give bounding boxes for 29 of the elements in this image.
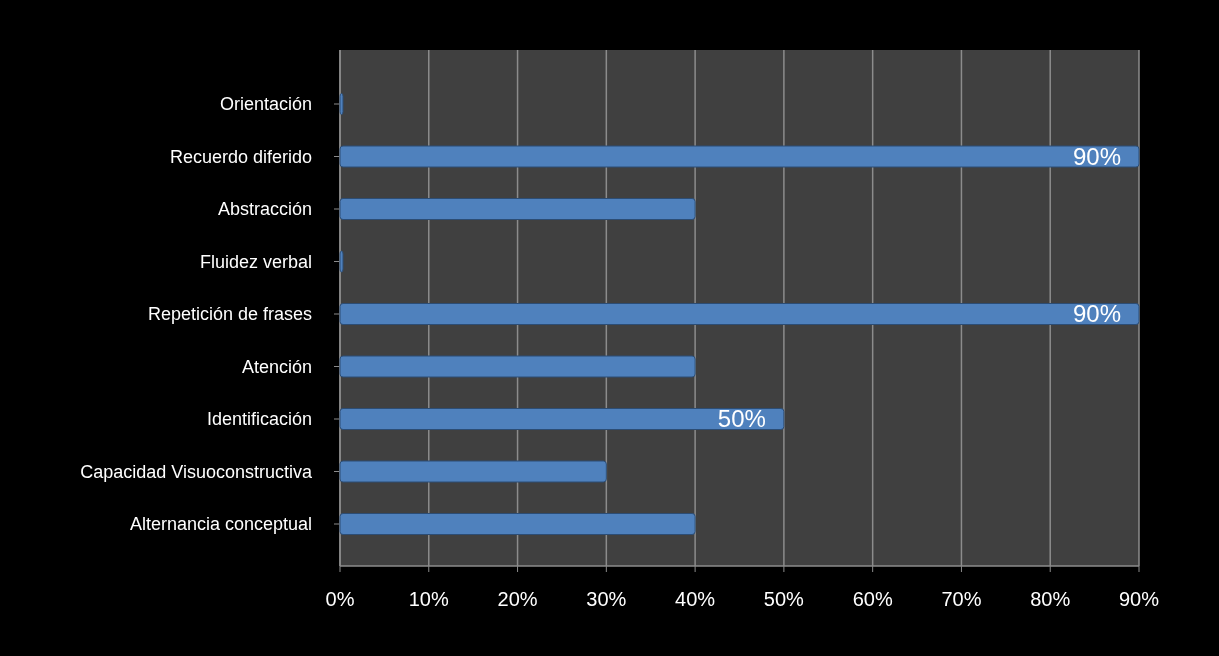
bar xyxy=(339,145,1140,168)
y-tick-label: Repetición de frases xyxy=(147,304,312,325)
x-tick-label: 0% xyxy=(325,588,355,610)
y-tick-label: Identificación xyxy=(206,409,312,430)
x-tick-label: 90% xyxy=(1118,588,1160,610)
y-tick-label: Recuerdo diferido xyxy=(169,146,312,167)
x-tick-label: 50% xyxy=(763,588,805,610)
data-label: 90% xyxy=(1072,142,1121,170)
bar xyxy=(339,303,1140,325)
bar xyxy=(339,460,607,483)
data-label: 50% xyxy=(717,405,766,433)
y-tick-label: Orientación xyxy=(219,94,312,115)
x-tick-label: 20% xyxy=(497,588,538,610)
y-tick-label: Atención xyxy=(241,356,312,377)
y-tick-label: Alternancia conceptual xyxy=(129,514,312,535)
bar xyxy=(339,355,696,378)
bar xyxy=(339,198,696,220)
x-tick-label: 40% xyxy=(675,588,716,610)
data-label: 90% xyxy=(1072,300,1121,328)
bar xyxy=(339,513,696,535)
x-tick-label: 70% xyxy=(941,588,982,610)
y-tick-label: Fluidez verbal xyxy=(199,251,312,272)
y-tick-label: Abstracción xyxy=(217,199,312,220)
x-tick-label: 80% xyxy=(1030,588,1071,610)
x-tick-label: 60% xyxy=(852,588,893,610)
x-tick-label: 10% xyxy=(408,588,450,610)
x-tick-label: 30% xyxy=(586,588,627,610)
bar xyxy=(339,408,785,430)
y-tick-label: Capacidad Visuoconstructiva xyxy=(80,461,313,482)
